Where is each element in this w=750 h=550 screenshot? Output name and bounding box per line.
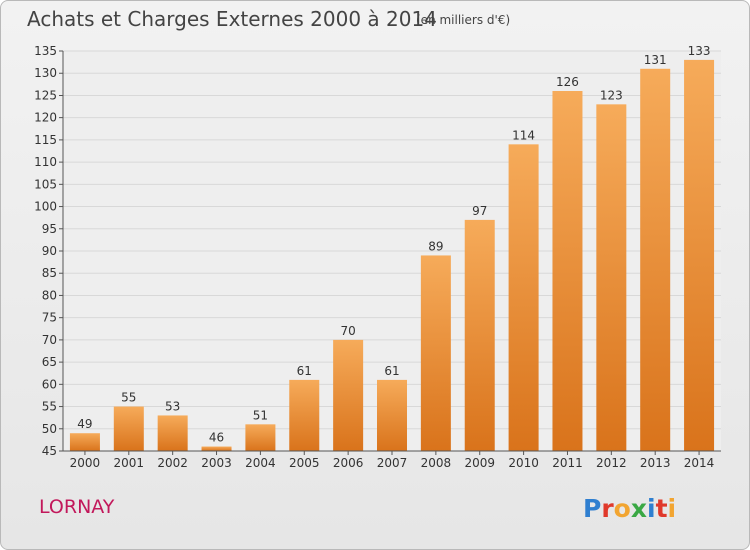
x-tick-label-2008: 2008 [421, 456, 452, 470]
data-label-2011: 126 [556, 75, 579, 89]
y-tick-label: 135 [34, 44, 57, 58]
bar-2004 [245, 424, 276, 451]
y-tick-label: 130 [34, 66, 57, 80]
y-tick-label: 90 [42, 244, 57, 258]
bar-2006 [333, 339, 364, 451]
y-tick-label: 65 [42, 355, 57, 369]
y-tick-label: 100 [34, 200, 57, 214]
data-label-2014: 133 [688, 44, 711, 58]
y-tick-label: 95 [42, 222, 57, 236]
y-tick-label: 75 [42, 311, 57, 325]
commune-name: LORNAY [39, 496, 115, 518]
bar-2002 [157, 415, 188, 451]
x-tick-label-2002: 2002 [157, 456, 188, 470]
x-tick-label-2006: 2006 [333, 456, 364, 470]
y-tick-label: 80 [42, 288, 57, 302]
chart-title: Achats et Charges Externes 2000 à 2014 [27, 7, 437, 31]
data-label-2007: 61 [384, 364, 399, 378]
bar-2008 [420, 255, 451, 451]
data-label-2002: 53 [165, 399, 180, 413]
data-label-2013: 131 [644, 53, 667, 67]
y-tick-label: 125 [34, 88, 57, 102]
data-label-2003: 46 [209, 431, 224, 445]
bar-2011 [552, 91, 583, 451]
data-label-2005: 61 [297, 364, 312, 378]
y-tick-label: 110 [34, 155, 57, 169]
x-tick-label-2010: 2010 [508, 456, 539, 470]
y-tick-label: 55 [42, 400, 57, 414]
y-tick-label: 85 [42, 266, 57, 280]
x-tick-label-2001: 2001 [114, 456, 145, 470]
y-tick-label: 60 [42, 377, 57, 391]
data-label-2009: 97 [472, 204, 487, 218]
bar-2013 [640, 68, 671, 452]
x-tick-label-2011: 2011 [552, 456, 583, 470]
data-label-2012: 123 [600, 88, 623, 102]
data-label-2008: 89 [428, 239, 443, 253]
y-tick-label: 115 [34, 133, 57, 147]
svg-text:Proxiti: Proxiti [583, 494, 676, 523]
y-tick-label: 70 [42, 333, 57, 347]
bar-2003 [201, 446, 232, 451]
bar-2014 [684, 59, 715, 452]
bar-2009 [464, 219, 495, 451]
proxiti-logo: Proxiti [583, 494, 676, 523]
y-tick-label: 105 [34, 177, 57, 191]
data-label-2010: 114 [512, 128, 535, 142]
y-tick-label: 50 [42, 422, 57, 436]
x-tick-label-2004: 2004 [245, 456, 276, 470]
x-tick-label-2005: 2005 [289, 456, 320, 470]
x-tick-label-2009: 2009 [464, 456, 495, 470]
x-tick-label-2012: 2012 [596, 456, 627, 470]
data-label-2000: 49 [77, 417, 92, 431]
x-tick-label-2014: 2014 [684, 456, 715, 470]
bar-2000 [69, 433, 100, 451]
chart-unit: (en milliers d'€) [416, 13, 511, 27]
data-label-2001: 55 [121, 391, 136, 405]
bar-2007 [377, 379, 407, 451]
data-label-2004: 51 [253, 408, 268, 422]
bar-2005 [289, 379, 320, 451]
bar-2010 [508, 144, 539, 452]
bar-2001 [113, 406, 144, 451]
bar-2012 [596, 104, 627, 451]
x-tick-label-2003: 2003 [201, 456, 232, 470]
y-tick-label: 45 [42, 444, 57, 458]
x-tick-label-2013: 2013 [640, 456, 671, 470]
x-tick-label-2007: 2007 [377, 456, 408, 470]
data-label-2006: 70 [340, 324, 355, 338]
y-tick-label: 120 [34, 111, 57, 125]
x-tick-label-2000: 2000 [70, 456, 101, 470]
